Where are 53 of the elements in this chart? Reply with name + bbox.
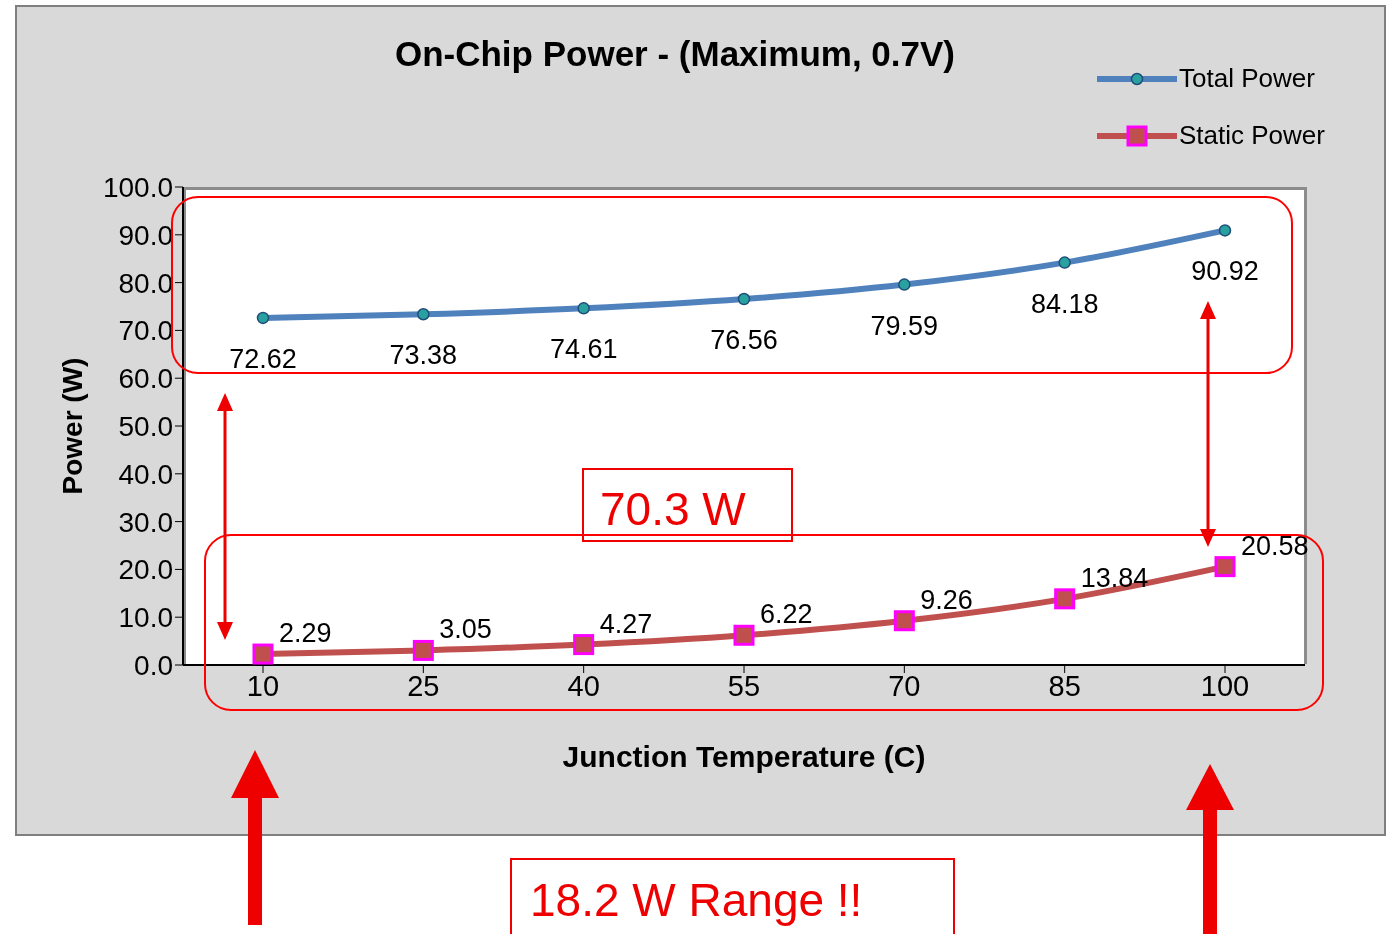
point [893,610,915,632]
data-label: 4.27 [599,608,653,639]
point [573,634,595,656]
x-tick-label: 40 [567,669,600,702]
point [1058,256,1071,269]
point [1214,556,1236,578]
point [1054,588,1076,610]
point [412,639,434,661]
point [898,278,911,291]
y-tick-label: 40.0 [118,458,173,490]
point [417,307,430,321]
data-label: 74.61 [549,334,618,365]
y-tick-label: 100.0 [102,171,173,203]
x-tick-label: 25 [407,669,440,702]
x-tick-label: 70 [888,669,921,702]
x-tick-label: 85 [1048,669,1081,702]
y-tick-label: 60.0 [118,363,173,395]
data-label: 9.26 [920,584,973,615]
text: 18.2 W Range !! [510,858,955,934]
x-tick-label: 55 [727,669,761,702]
point [737,292,751,306]
data-label: 2.29 [279,618,332,649]
x-tick-label: 10 [246,669,280,702]
data-label: 72.62 [229,343,297,374]
y-tick-label: 20.0 [118,554,173,586]
point [733,624,755,646]
legend-label: Total Power [1179,63,1315,94]
data-label: 90.92 [1191,256,1259,287]
data-label: 84.18 [1030,288,1099,319]
data-label: 76.56 [710,325,778,356]
data-label: 13.84 [1080,562,1149,593]
data-label: 6.22 [760,599,813,630]
y-tick-label: 50.0 [118,410,173,442]
x-axis-title: Junction Temperature (C) [561,740,927,774]
point [577,302,590,315]
y-tick-label: 0.0 [134,649,173,681]
chart-title: On-Chip Power - (Maximum, 0.7V) [393,34,957,74]
annotation: 70.3 W [582,468,793,542]
point [252,643,274,665]
data-label: 20.58 [1241,530,1309,561]
y-tick-label: 30.0 [118,506,173,538]
y-tick-label: 70.0 [118,315,173,347]
point [256,311,270,325]
point [1218,224,1232,237]
y-axis-title: Power (W) [56,356,89,497]
legend-label: Static Power [1179,120,1325,151]
data-label: 3.05 [439,614,492,645]
data-label: 79.59 [870,310,939,341]
data-label: 73.38 [389,340,458,371]
x-tick-label: 100 [1200,669,1250,702]
y-tick-label: 10.0 [118,602,173,634]
y-tick-label: 90.0 [118,219,173,251]
y-tick-label: 80.0 [118,267,173,299]
